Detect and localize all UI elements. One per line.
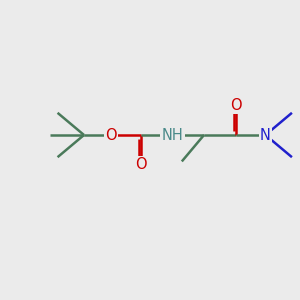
Text: N: N xyxy=(260,128,271,142)
Text: O: O xyxy=(135,157,147,172)
Text: NH: NH xyxy=(162,128,183,142)
Text: O: O xyxy=(105,128,117,142)
Text: O: O xyxy=(230,98,241,113)
